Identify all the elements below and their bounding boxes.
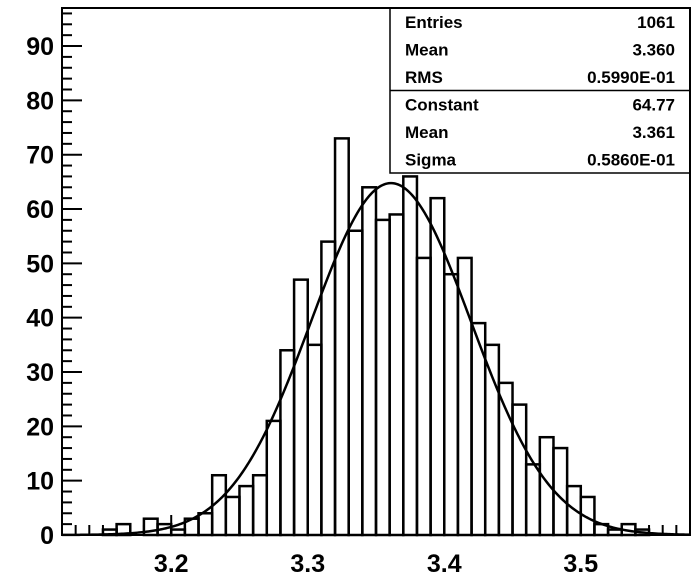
histogram-bar-28 (497, 381, 514, 537)
y-tick-label: 40 (26, 305, 54, 333)
y-tick-label: 70 (26, 142, 54, 170)
histogram-bar-10 (251, 473, 269, 537)
histogram-bar-19 (374, 218, 391, 537)
histogram-bar-22 (415, 256, 432, 537)
y-tick-label: 10 (26, 468, 54, 496)
stat-label: Constant (405, 96, 479, 115)
stat-value: 64.77 (632, 96, 675, 115)
histogram-bar-30 (524, 463, 542, 537)
histogram-bar-13 (292, 278, 309, 537)
stat-value: 0.5860E-01 (587, 151, 675, 170)
stat-label: RMS (405, 68, 443, 87)
histogram-bar-12 (279, 349, 296, 537)
x-tick-label: 3.5 (563, 550, 598, 578)
histogram-bar-16 (333, 137, 350, 537)
histogram-bar-8 (224, 495, 241, 537)
histogram-bar-17 (347, 229, 364, 537)
stat-value: 1061 (637, 13, 675, 32)
histogram-bar-11 (265, 419, 282, 537)
histogram-bar-24 (443, 272, 460, 537)
y-tick-label: 60 (26, 196, 54, 224)
histogram-bar-20 (388, 213, 405, 537)
stat-value: 3.361 (632, 123, 675, 142)
histogram-bars (101, 137, 651, 537)
histogram-bar-21 (402, 175, 419, 537)
stat-label: Entries (405, 13, 463, 32)
y-tick-label: 50 (26, 250, 54, 278)
histogram-bar-25 (456, 256, 473, 537)
y-tick-label: 20 (26, 413, 54, 441)
histogram-bar-36 (606, 528, 623, 537)
y-tick-label: 80 (26, 87, 54, 115)
stat-label: Mean (405, 41, 448, 60)
stat-value: 0.5990E-01 (587, 68, 675, 87)
x-tick-label: 3.3 (290, 550, 325, 578)
stats-box: Entries 1061 Mean 3.360 RMS 0.5990E-01 Constan… (389, 7, 691, 174)
stat-value: 3.360 (632, 41, 675, 60)
x-tick-label: 3.4 (427, 550, 462, 578)
y-tick-label: 0 (40, 522, 54, 550)
gaussian-fit-curve (61, 181, 691, 537)
histogram-bar-14 (306, 343, 323, 537)
stat-label: Sigma (405, 151, 457, 170)
histogram-bar-4 (169, 528, 187, 537)
axis-tick-labels: 3.2 3.3 3.4 3.5 0 10 20 30 40 50 60 70 80 90 (26, 33, 598, 578)
histogram-bar-18 (361, 186, 378, 537)
histogram-bar-9 (238, 484, 255, 537)
axis-ticks (62, 12, 691, 535)
y-tick-label: 30 (26, 359, 54, 387)
y-tick-label: 90 (26, 33, 54, 61)
histogram-bar-6 (197, 512, 214, 537)
stat-label: Mean (405, 123, 448, 142)
x-tick-label: 3.2 (154, 550, 189, 578)
histogram-bar-29 (511, 403, 528, 537)
